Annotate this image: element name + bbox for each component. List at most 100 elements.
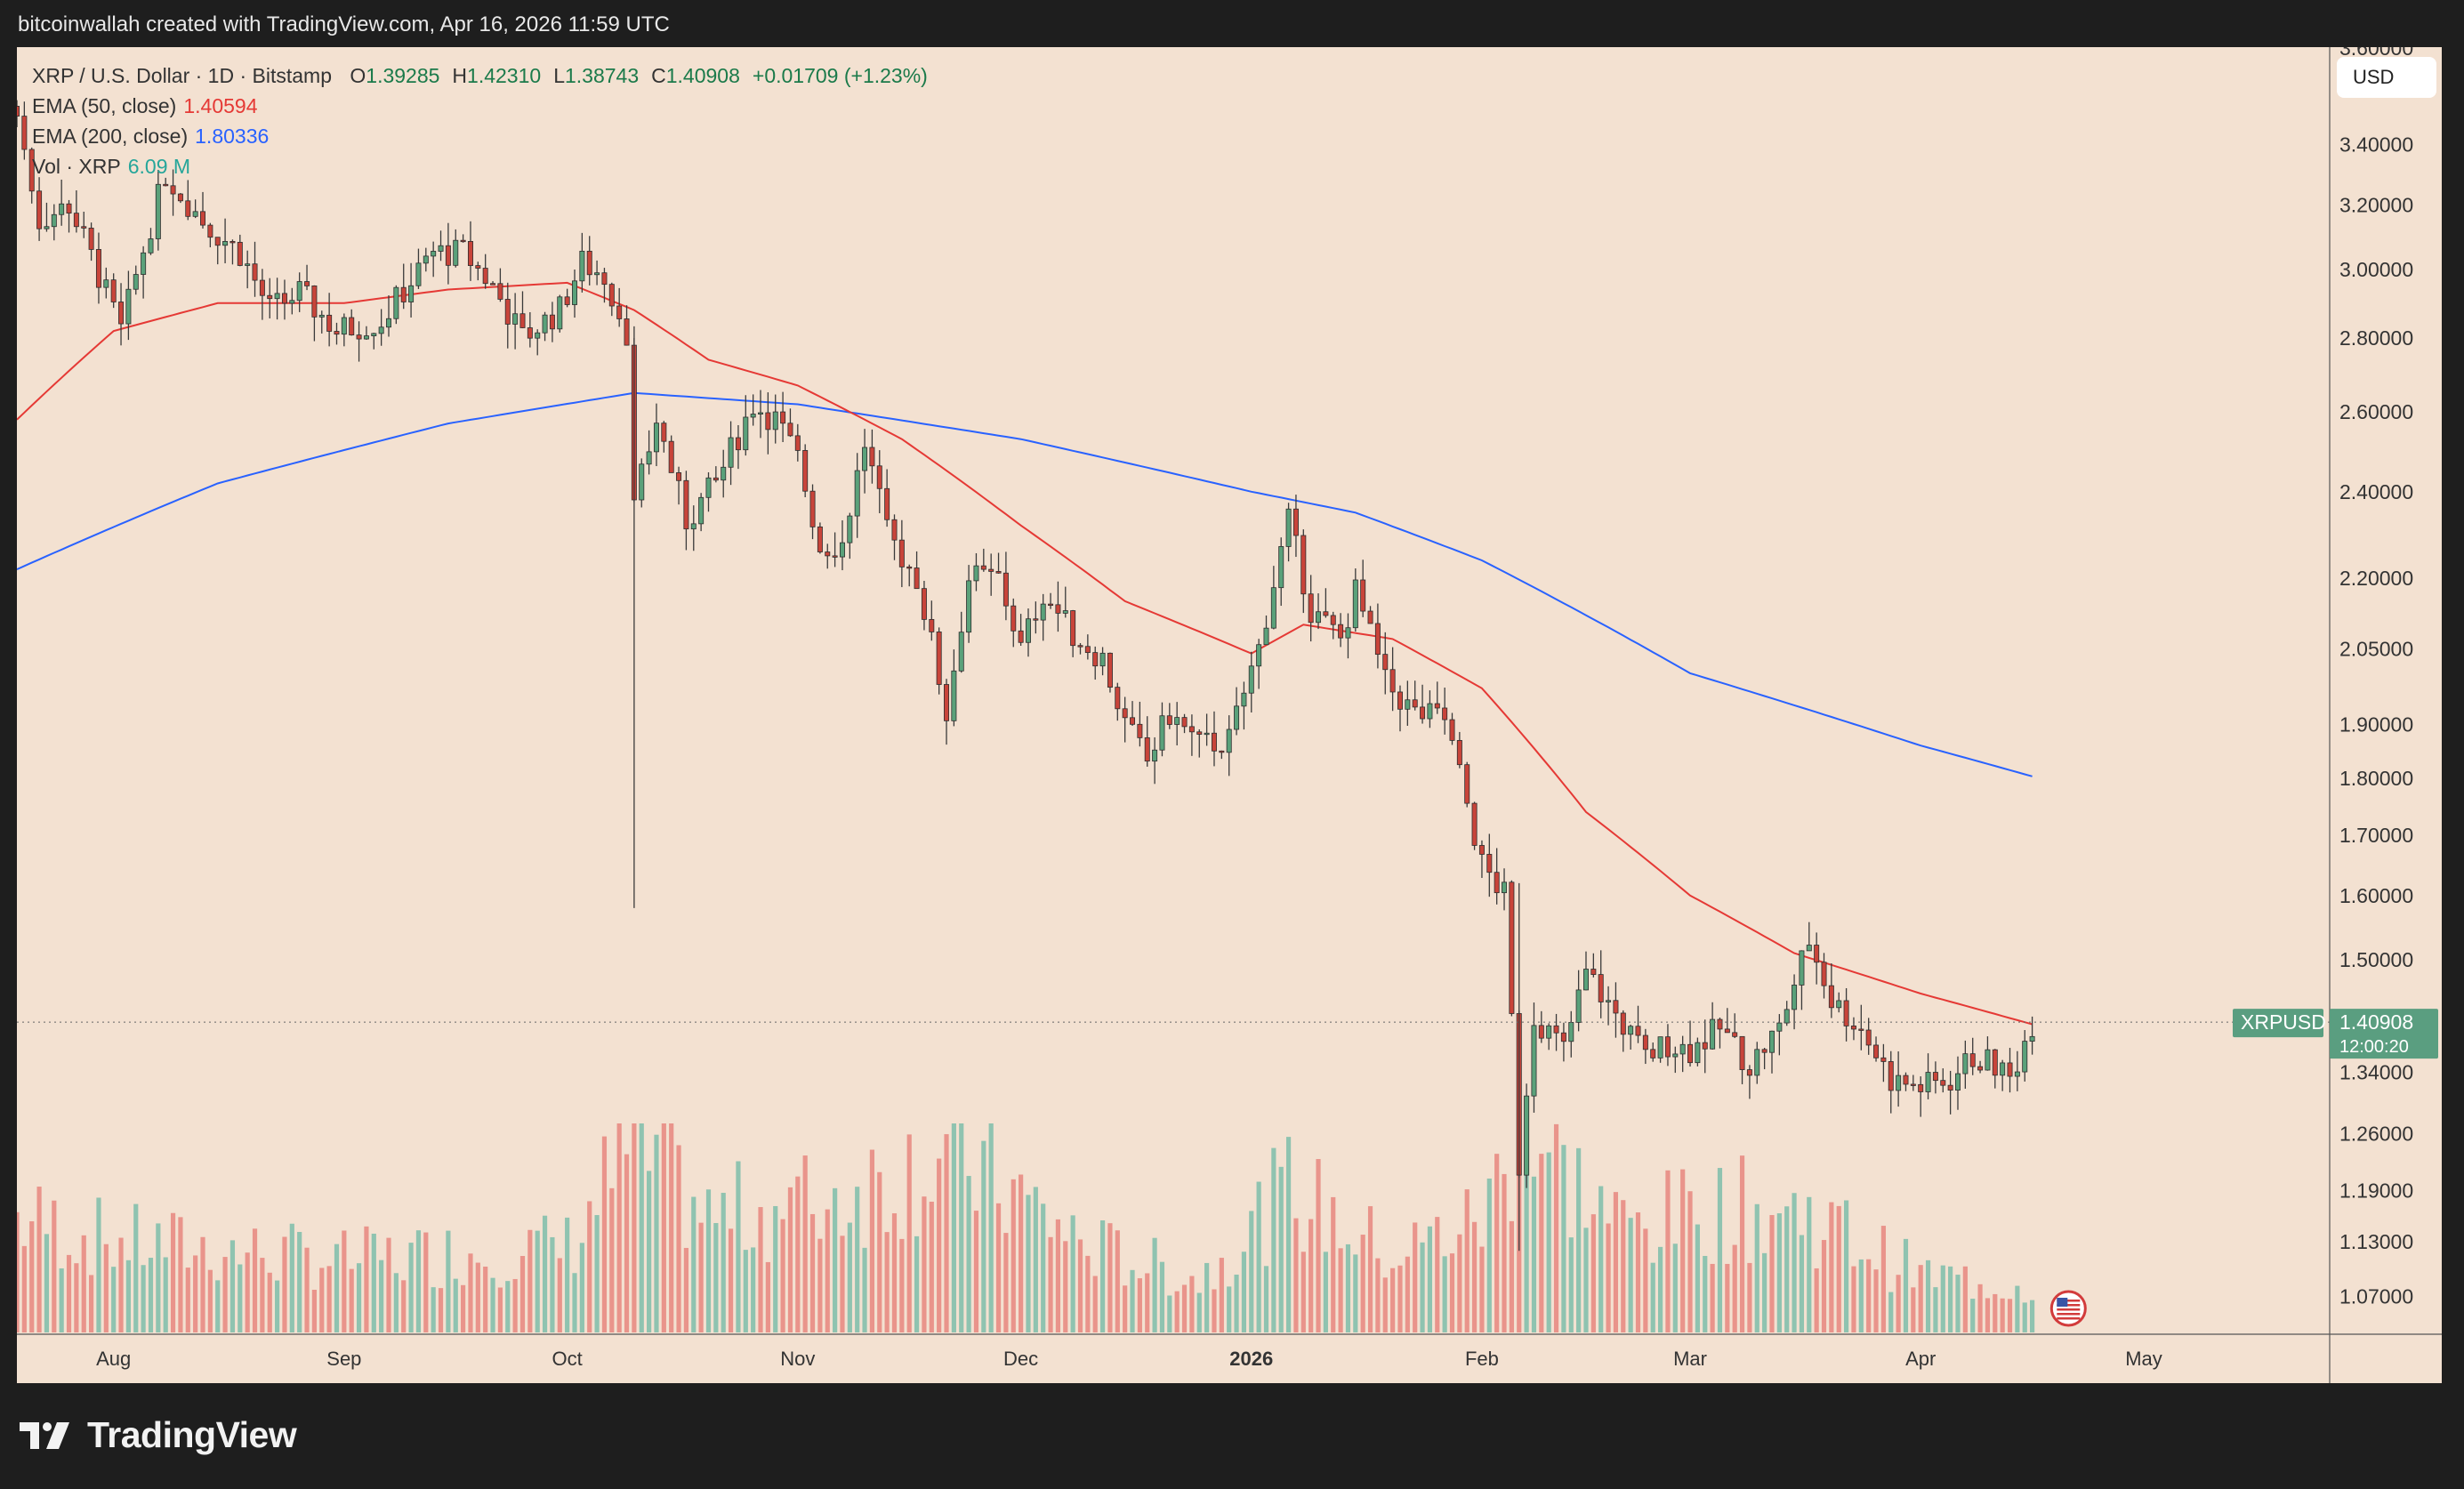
volume-bar [847,1222,852,1332]
candle-down [995,571,1002,574]
volume-bar [2000,1298,2005,1332]
currency-button[interactable]: USD [2337,57,2436,98]
candle-down [1598,974,1604,1002]
tradingview-logo[interactable]: TradingView [20,1414,297,1456]
volume-bar [884,1232,890,1332]
candle-down [1873,1044,1880,1058]
volume-bar [438,1288,444,1332]
volume-bar [1077,1239,1083,1332]
candle-down [519,313,526,328]
candle-up [1955,1073,1961,1091]
volume-bar [393,1273,399,1332]
volume-bar [1167,1295,1172,1332]
candle-down [475,265,481,269]
candle-up [690,523,697,530]
candle-down [1442,707,1448,720]
price-tag-value: 1.40908 [2339,1010,2413,1034]
candle-up [155,183,161,239]
price-tick-label: 3.00000 [2339,258,2413,281]
time-tick-label: Mar [1673,1348,1707,1370]
candle-down [1130,717,1136,725]
candle-down [1724,1028,1730,1034]
candle-down [1219,750,1225,753]
volume-bar [379,1260,384,1332]
volume-bar [1308,1219,1314,1332]
volume-bar [1799,1235,1805,1332]
candle-up [222,241,229,246]
candle-down [1018,630,1024,643]
candle-up [535,332,541,339]
volume-bar [260,1258,265,1332]
candle-down [1084,646,1091,654]
volume-bar [1509,1220,1514,1332]
candle-up [750,414,756,418]
candle-up [721,466,727,481]
candle-up [698,496,705,525]
price-tick-label: 3.40000 [2339,133,2413,157]
volume-bar [1590,1214,1596,1332]
candle-down [1449,719,1455,741]
candle-down [735,437,741,451]
volume-bar [490,1277,495,1332]
candle-up [378,326,384,334]
volume-bar [1657,1246,1663,1332]
volume-bar [713,1223,719,1332]
volume-bar [1196,1292,1202,1332]
volume-bar [1099,1219,1106,1332]
candle-down [1107,652,1113,688]
volume-bar [29,1221,35,1332]
volume-bar [1070,1215,1075,1332]
candle-down [608,284,615,307]
volume-bar [765,1261,770,1332]
volume-bar [825,1209,830,1332]
candle-down [906,566,913,569]
candle-up [1768,1030,1775,1053]
volume-bar [535,1230,540,1332]
candle-down [1196,731,1203,735]
price-tick-label: 1.60000 [2339,884,2413,907]
candle-down [1323,611,1329,616]
candle-down [1478,845,1485,855]
candle-down [1746,1069,1752,1076]
candle-up [1679,1043,1686,1055]
volume-bar [743,1250,748,1332]
volume-bar [1360,1235,1365,1332]
volume-bar [1703,1255,1708,1332]
candle-down [1888,1061,1894,1091]
candle-down [1717,1018,1723,1030]
candle-down [252,263,258,281]
us-flag-stripe [2057,1300,2081,1302]
candle-down [1932,1072,1938,1082]
volume-bar [386,1237,391,1332]
price-chart[interactable]: 3.40000 3.20000 3.00000 2.80000 2.60000 2.400… [17,47,2442,1383]
time-tick-label: Nov [780,1348,815,1370]
volume-bar [519,1256,526,1332]
volume-bar [371,1233,376,1332]
time-tick-label: Dec [1003,1348,1038,1370]
volume-bar [133,1203,139,1332]
ohlc-item: L1.38743 [553,64,639,87]
candle-down [1011,605,1017,632]
volume-bar [1531,1176,1537,1332]
symbol-row: XRP / U.S. Dollar · 1D · Bitstamp O1.392… [32,60,928,91]
volume-bar [1739,1155,1745,1332]
price-tick-label: 2.20000 [2339,567,2413,590]
candle-down [1865,1029,1872,1046]
volume-bar [1145,1273,1150,1332]
ema200-row: EMA (200, close) 1.80336 [32,121,928,151]
volume-bar [1561,1145,1566,1332]
volume-bar [1524,1147,1529,1332]
candle-up [1836,1000,1842,1009]
candle-up [1672,1053,1679,1058]
candle-down [1412,699,1418,708]
candle-down [832,555,838,558]
volume-bar [1769,1215,1775,1332]
volume-bar [572,1273,577,1332]
volume-bar [1502,1173,1507,1332]
volume-bar [1635,1212,1641,1332]
candle-up [1568,1022,1574,1042]
candle-down [1374,623,1381,656]
volume-bar [922,1196,927,1332]
candle-down [1969,1053,1976,1067]
candle-up [705,477,712,498]
